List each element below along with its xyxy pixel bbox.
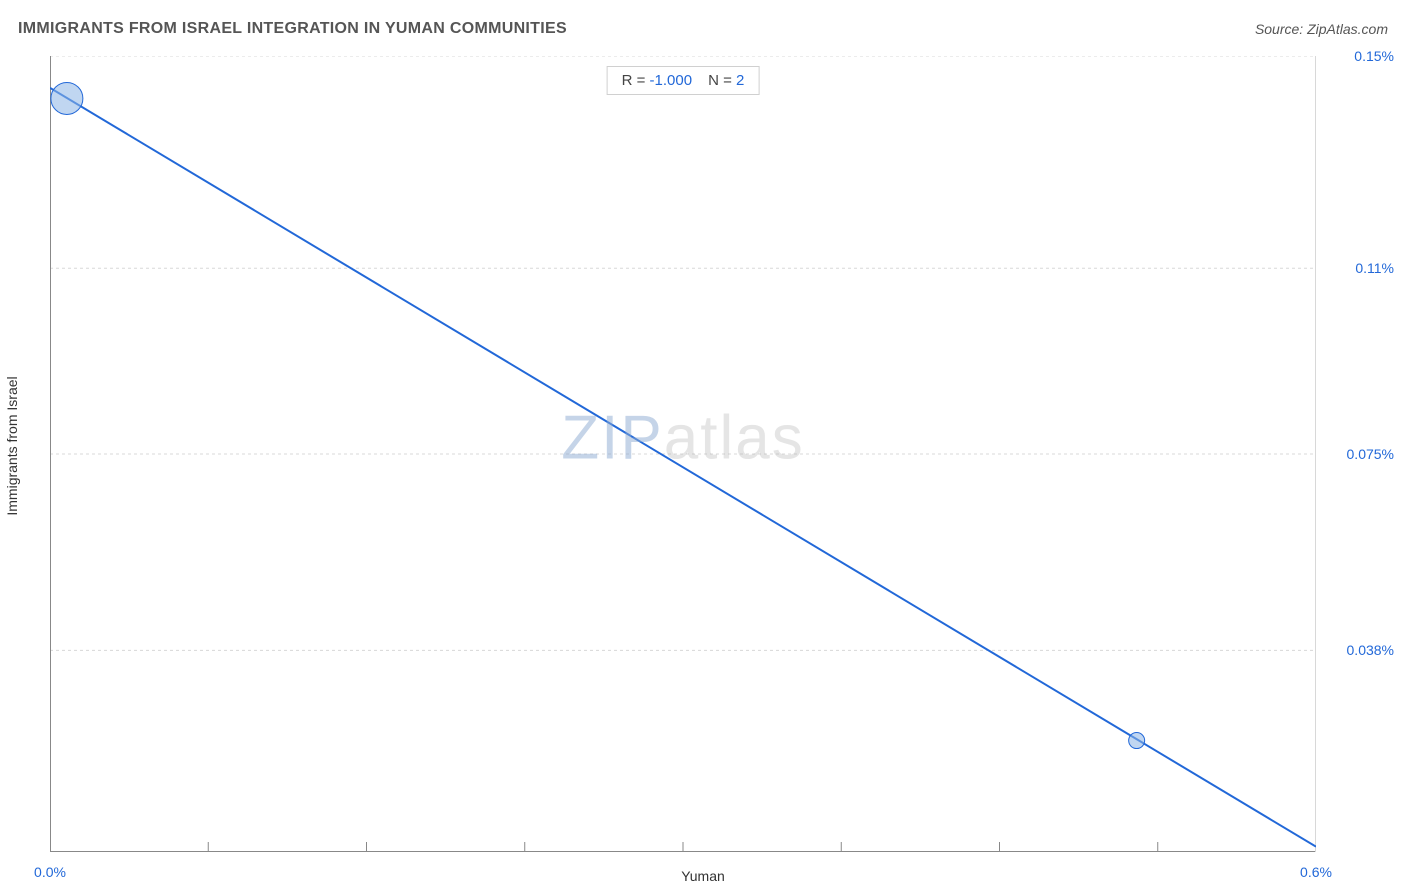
x-axis-label: Yuman: [681, 868, 725, 884]
n-stat: N = 2: [708, 72, 744, 89]
stats-box: R = -1.000 N = 2: [607, 66, 760, 95]
chart-svg: [50, 56, 1316, 852]
source-label: Source: ZipAtlas.com: [1255, 21, 1388, 37]
n-label: N =: [708, 72, 732, 89]
x-tick-label: 0.0%: [34, 864, 66, 880]
y-tick-label: 0.15%: [1354, 48, 1394, 64]
chart-title: IMMIGRANTS FROM ISRAEL INTEGRATION IN YU…: [18, 20, 567, 38]
chart-container: R = -1.000 N = 2 ZIPatlas 0.038%0.075%0.…: [50, 56, 1316, 852]
r-stat: R = -1.000: [622, 72, 692, 89]
y-tick-label: 0.11%: [1355, 260, 1394, 276]
y-tick-label: 0.038%: [1347, 642, 1394, 658]
y-axis-label: Immigrants from Israel: [4, 376, 20, 515]
chart-header: IMMIGRANTS FROM ISRAEL INTEGRATION IN YU…: [18, 20, 1388, 38]
y-tick-label: 0.075%: [1347, 446, 1394, 462]
r-value: -1.000: [650, 72, 693, 89]
r-label: R =: [622, 72, 646, 89]
n-value: 2: [736, 72, 744, 89]
x-tick-label: 0.6%: [1300, 864, 1332, 880]
